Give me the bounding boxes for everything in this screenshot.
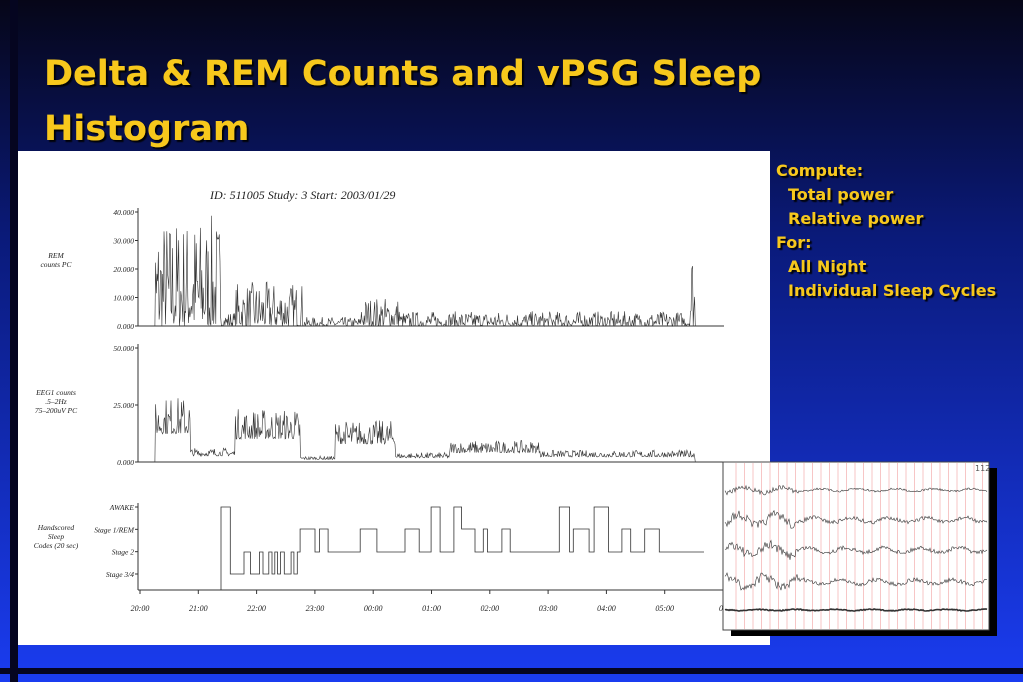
panel-label: counts PC — [40, 260, 72, 269]
eeg-trace — [724, 539, 988, 560]
eeg-trace — [724, 608, 988, 612]
eeg-traces — [724, 463, 988, 629]
panel-label: EEG1 counts — [35, 388, 76, 397]
sub-bullet: Individual Sleep Cycles — [788, 281, 996, 300]
panel-label: REM — [47, 251, 64, 260]
trace — [150, 215, 696, 328]
panel-label: .5–2Hz — [45, 397, 67, 406]
x-tick-label: 02:00 — [480, 604, 499, 613]
bullet: Compute: — [776, 161, 863, 180]
figure-panel — [18, 151, 770, 645]
panel-label: Sleep — [48, 532, 64, 541]
title-line: Delta & REM Counts and vPSG Sleep — [44, 54, 761, 94]
panel-label: Codes (20 sec) — [34, 541, 79, 550]
eeg-trace — [724, 509, 988, 529]
sub-bullet: All Night — [788, 257, 867, 276]
y-tick-label: 30.000 — [112, 237, 134, 246]
figure-header: ID: 511005 Study: 3 Start: 2003/01/29 — [209, 188, 395, 202]
y-tick-label: 20.000 — [113, 265, 134, 274]
channel-label: 112 — [975, 464, 990, 473]
x-tick-label: 04:00 — [597, 604, 616, 613]
y-tick-label: 10.000 — [113, 294, 134, 303]
y-tick-label: Stage 3/4 — [106, 570, 134, 579]
y-tick-label: Stage 1/REM — [94, 525, 135, 534]
sub-bullet: Relative power — [788, 209, 924, 228]
x-tick-label: 00:00 — [364, 604, 383, 613]
y-tick-label: 40.000 — [113, 208, 134, 217]
eeg-trace — [724, 484, 988, 496]
x-tick-label: 23:00 — [306, 604, 325, 613]
y-tick-label: AWAKE — [109, 503, 135, 512]
x-tick-label: 21:00 — [189, 604, 208, 613]
y-tick-label: 25.000 — [113, 401, 134, 410]
x-tick-label: 22:00 — [247, 604, 266, 613]
y-tick-label: Stage 2 — [112, 548, 135, 557]
y-tick-label: 0.000 — [117, 322, 134, 331]
x-tick-label: 05:00 — [655, 604, 674, 613]
sub-bullet: Total power — [788, 185, 893, 204]
x-tick-label: 01:00 — [422, 604, 441, 613]
bottom-rule — [0, 668, 1023, 674]
x-tick-label: 20:00 — [131, 604, 150, 613]
trace — [150, 398, 696, 463]
eeg-trace — [724, 572, 988, 591]
panel-label: Handscored — [37, 523, 75, 532]
y-tick-label: 0.000 — [117, 458, 134, 467]
title-line: Histogram — [44, 109, 249, 149]
y-tick-label: 50.000 — [113, 344, 134, 353]
bullet-list: Compute: Total power Relative power For: All… — [776, 161, 996, 300]
bullet: For: — [776, 233, 812, 252]
hypnogram — [220, 506, 704, 590]
left-rule — [10, 0, 18, 682]
x-tick-label: 03:00 — [539, 604, 558, 613]
panel-label: 75–200uV PC — [35, 406, 78, 415]
eeg-thumbnail — [722, 461, 990, 631]
